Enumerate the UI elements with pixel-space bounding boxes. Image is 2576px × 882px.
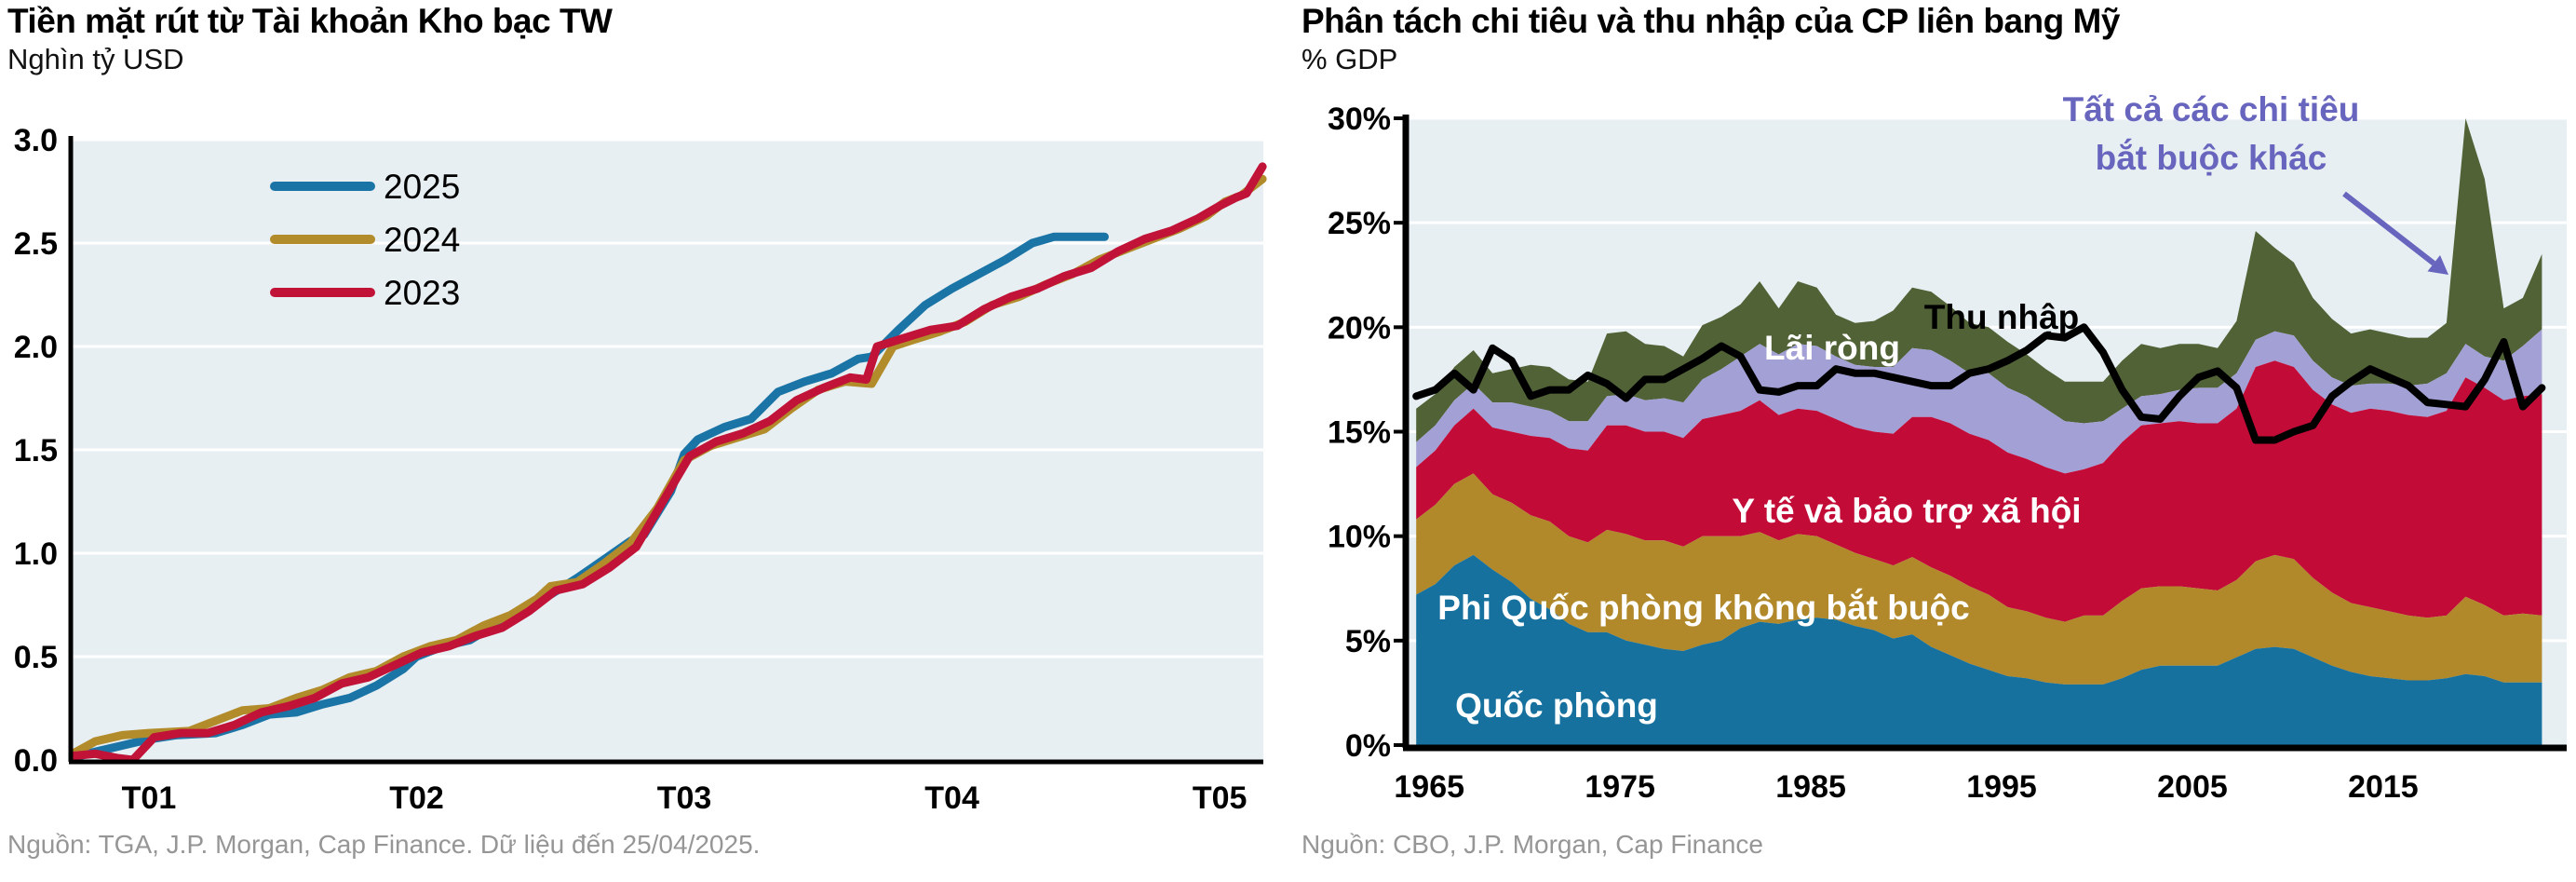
svg-text:1.5: 1.5 [14,433,58,468]
right-chart-title: Phân tách chi tiêu và thu nhập của CP li… [1301,2,2120,40]
budget-stacked-area-chart: 0% 5% 10% 15% 20% 25% 30% 1965 1975 1985 1995 2005 2… [1328,90,2567,805]
axes [1394,115,2567,752]
y-axis-tick-labels: 0% 5% 10% 15% 20% 25% 30% [1328,102,1391,764]
svg-text:bắt buộc khác: bắt buộc khác [2096,138,2327,177]
svg-text:1995: 1995 [1966,769,2037,805]
gridlines [73,138,1263,658]
legend-label-2023: 2023 [384,274,460,312]
area-Y tế và bảo trợ xã hội [1416,360,2542,622]
area-label: Phi Quốc phòng không bắt buộc [1437,588,1969,627]
left-chart-title: Tiền mặt rút từ Tài khoản Kho bạc TW [7,2,613,40]
right-chart-subtitle: % GDP [1301,43,1398,75]
series-line-2023 [68,162,1267,765]
svg-text:2.5: 2.5 [14,226,58,262]
x-axis-tick-labels: 1965 1975 1985 1995 2005 2015 [1394,769,2418,805]
y-axis-tick-labels: 0.0 0.5 1.0 1.5 2.0 2.5 3.0 [14,123,58,779]
x-axis-tick-labels: T01 T02 T03 T04 T05 [122,780,1248,816]
legend-label-2025: 2025 [384,168,460,206]
svg-text:20%: 20% [1328,310,1391,346]
area-label: Y tế và bảo trợ xã hội [1732,492,2081,530]
svg-text:T03: T03 [657,780,712,816]
left-chart-source: Nguồn: TGA, J.P. Morgan, Cap Finance. Dữ… [7,830,761,859]
svg-text:3.0: 3.0 [14,123,58,158]
right-chart-source: Nguồn: CBO, J.P. Morgan, Cap Finance [1301,830,1763,859]
svg-text:15%: 15% [1328,415,1391,451]
svg-text:T01: T01 [122,780,177,816]
annotation-other-mandatory: Tất cả các chi tiêu bắt buộc khác [2063,90,2448,275]
axes [68,136,1263,765]
svg-text:1975: 1975 [1585,769,1655,805]
area-label: Lãi ròng [1764,329,1900,367]
svg-text:10%: 10% [1328,520,1391,555]
svg-text:1985: 1985 [1775,769,1846,805]
legend-label-2024: 2024 [384,221,460,259]
svg-text:30%: 30% [1328,102,1391,137]
area-labels: Thu nhập Lãi ròng Y tế và bảo trợ xã hội Ph… [1437,298,2081,725]
revenue-line [1412,323,2546,444]
svg-text:T02: T02 [389,780,444,816]
svg-text:2005: 2005 [2157,769,2228,805]
svg-text:0.5: 0.5 [14,640,58,675]
svg-text:0%: 0% [1345,728,1391,764]
annotation-arrow-icon [2427,255,2448,275]
tga-line-chart: 0.0 0.5 1.0 1.5 2.0 2.5 3.0 T01 T02 T03 T04 T05 2025… [14,123,1267,816]
left-chart-subtitle: Nghìn tỷ USD [7,43,184,75]
svg-text:2.0: 2.0 [14,330,58,365]
svg-text:25%: 25% [1328,206,1391,241]
svg-text:1.0: 1.0 [14,536,58,572]
svg-text:Tất cả các chi tiêu: Tất cả các chi tiêu [2063,90,2360,129]
area-Lãi ròng [1416,329,2542,474]
svg-text:5%: 5% [1345,624,1391,659]
svg-text:T04: T04 [924,780,979,816]
legend: 2025 2024 2023 [270,168,460,312]
area-label: Quốc phòng [1455,686,1658,725]
data-lines [68,162,1267,765]
svg-text:2015: 2015 [2348,769,2419,805]
area-Quốc phòng [1416,554,2542,745]
area-label: Thu nhập [1924,298,2079,336]
area-Phi Quốc phòng không bắt buộc [1416,473,2542,685]
svg-text:1965: 1965 [1394,769,1464,805]
svg-text:T05: T05 [1193,780,1248,816]
svg-text:0.0: 0.0 [14,743,58,779]
